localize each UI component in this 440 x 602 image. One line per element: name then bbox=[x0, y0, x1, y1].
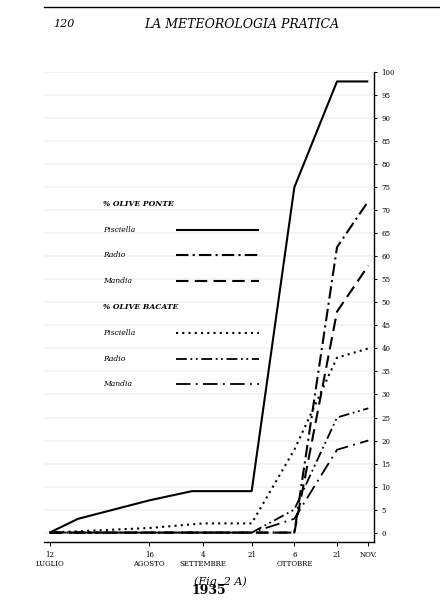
Text: 120: 120 bbox=[53, 19, 74, 29]
Text: Radio: Radio bbox=[103, 252, 126, 259]
Text: LA METEOROLOGIA PRATICA: LA METEOROLOGIA PRATICA bbox=[144, 17, 340, 31]
Text: % OLIVE PONTE: % OLIVE PONTE bbox=[103, 200, 174, 208]
Text: Pisciella: Pisciella bbox=[103, 329, 136, 337]
Text: Pisciella: Pisciella bbox=[103, 226, 136, 234]
Text: (Fig. 2 A): (Fig. 2 A) bbox=[194, 576, 246, 587]
Text: Mandia: Mandia bbox=[103, 277, 132, 285]
Text: Radio: Radio bbox=[103, 355, 126, 362]
Text: 1935: 1935 bbox=[192, 584, 226, 597]
Text: Mandia: Mandia bbox=[103, 380, 132, 388]
Text: % OLIVE BACATE: % OLIVE BACATE bbox=[103, 303, 179, 311]
